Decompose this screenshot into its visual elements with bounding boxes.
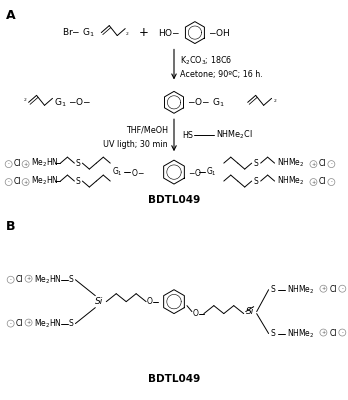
- Text: $+$: $+$: [138, 26, 149, 39]
- Text: O: O: [193, 309, 199, 318]
- Text: -: -: [8, 162, 9, 167]
- Text: S: S: [254, 159, 259, 168]
- Text: $-$OH: $-$OH: [208, 27, 230, 38]
- Text: O: O: [147, 297, 153, 306]
- Text: -: -: [8, 180, 9, 184]
- Text: S: S: [69, 319, 73, 328]
- Text: NHMe$_2$Cl: NHMe$_2$Cl: [216, 129, 252, 142]
- Text: NHMe$_2$: NHMe$_2$: [286, 284, 314, 296]
- Text: -: -: [341, 330, 343, 335]
- Text: S: S: [271, 329, 275, 338]
- Text: Cl: Cl: [329, 285, 337, 294]
- Text: G$_1$: G$_1$: [112, 166, 123, 178]
- Text: -: -: [331, 162, 332, 167]
- Text: HS: HS: [182, 131, 193, 140]
- Text: Cl: Cl: [14, 176, 21, 186]
- Text: +: +: [26, 276, 31, 281]
- Text: -: -: [10, 277, 11, 282]
- Text: Si: Si: [246, 307, 254, 316]
- Text: Cl: Cl: [16, 319, 23, 328]
- Text: -: -: [331, 180, 332, 184]
- Text: NHMe$_2$: NHMe$_2$: [286, 327, 314, 340]
- Text: +: +: [26, 320, 31, 325]
- Text: O$-$: O$-$: [131, 166, 145, 178]
- Text: $_2$: $_2$: [23, 97, 27, 104]
- Text: +: +: [321, 330, 325, 335]
- Text: Acetone; 90ºC; 16 h.: Acetone; 90ºC; 16 h.: [180, 70, 263, 79]
- Text: Cl: Cl: [16, 275, 23, 284]
- Text: Me$_2$HN: Me$_2$HN: [33, 274, 61, 286]
- Text: Me$_2$HN: Me$_2$HN: [31, 175, 58, 187]
- Text: A: A: [6, 9, 15, 22]
- Text: S: S: [254, 176, 259, 186]
- Text: +: +: [24, 180, 27, 184]
- Text: THF/MeOH: THF/MeOH: [126, 126, 168, 135]
- Text: NHMe$_2$: NHMe$_2$: [277, 175, 304, 187]
- Text: -: -: [10, 321, 11, 326]
- Text: K$_2$CO$_3$; 18C6: K$_2$CO$_3$; 18C6: [180, 54, 232, 67]
- Text: Br$-$ G$_1$: Br$-$ G$_1$: [62, 26, 95, 39]
- Text: $_2$: $_2$: [272, 98, 277, 105]
- Text: BDTL049: BDTL049: [148, 195, 200, 205]
- Text: S: S: [76, 159, 80, 168]
- Text: Cl: Cl: [318, 159, 326, 168]
- Text: Si: Si: [95, 297, 104, 306]
- Text: S: S: [271, 285, 275, 294]
- Text: UV ligth; 30 min: UV ligth; 30 min: [103, 140, 168, 149]
- Text: Me$_2$HN: Me$_2$HN: [33, 317, 61, 330]
- Text: +: +: [321, 286, 325, 291]
- Text: $-$O: $-$O: [188, 166, 202, 178]
- Text: $_2$: $_2$: [125, 31, 129, 38]
- Text: S: S: [76, 176, 80, 186]
- Text: G$_1$ $-$O$-$: G$_1$ $-$O$-$: [55, 96, 92, 108]
- Text: +: +: [311, 162, 316, 167]
- Text: HO$-$: HO$-$: [158, 27, 181, 38]
- Text: G$_1$: G$_1$: [206, 166, 217, 178]
- Text: -: -: [341, 286, 343, 291]
- Text: S: S: [69, 275, 73, 284]
- Text: Cl: Cl: [318, 176, 326, 186]
- Text: NHMe$_2$: NHMe$_2$: [277, 157, 304, 169]
- Text: BDTL049: BDTL049: [148, 374, 200, 384]
- Text: +: +: [311, 180, 316, 184]
- Text: Cl: Cl: [329, 329, 337, 338]
- Text: Cl: Cl: [14, 159, 21, 168]
- Text: B: B: [6, 220, 15, 233]
- Text: $-$O$-$ G$_1$: $-$O$-$ G$_1$: [187, 96, 224, 108]
- Text: +: +: [24, 162, 27, 167]
- Text: Me$_2$HN: Me$_2$HN: [31, 157, 58, 169]
